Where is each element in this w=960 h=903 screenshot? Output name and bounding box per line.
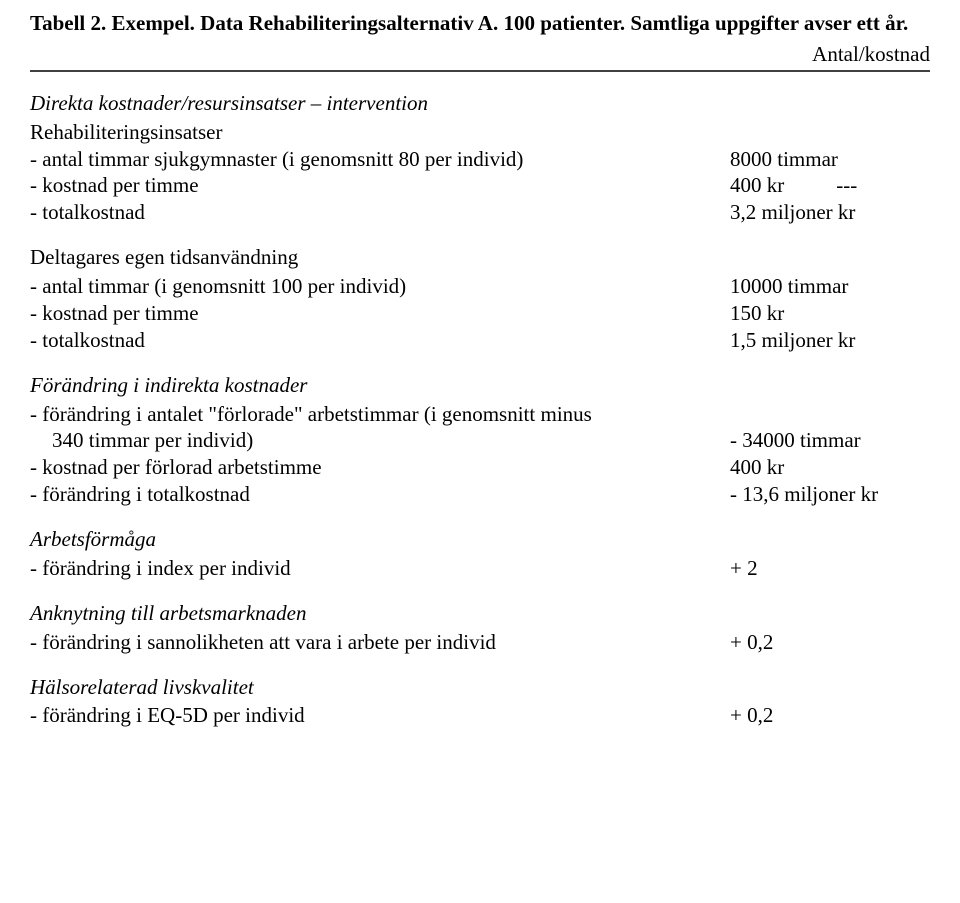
row-value: 400 kr [730,172,784,199]
row-value: 400 kr [730,454,930,481]
row-value: + 0,2 [730,702,930,729]
table-row: - förändring i antalet "förlorade" arbet… [30,401,930,428]
horizontal-rule [30,70,930,72]
table-row: 340 timmar per individ) - 34000 timmar [30,427,930,454]
row-value-group: 400 kr --- [730,172,930,199]
table-title: Tabell 2. Exempel. Data Rehabiliteringsa… [30,10,930,37]
section-heading: Anknytning till arbetsmarknaden [30,600,930,627]
row-label: - antal timmar sjukgymnaster (i genomsni… [30,146,730,173]
section-heading: Förändring i indirekta kostnader [30,372,930,399]
row-value: - 13,6 miljoner kr [730,481,930,508]
section-heading: Arbetsförmåga [30,526,930,553]
row-label: - förändring i EQ-5D per individ [30,702,730,729]
row-value: + 0,2 [730,629,930,656]
table-row: - förändring i sannolikheten att vara i … [30,629,930,656]
table-row: - kostnad per förlorad arbetstimme 400 k… [30,454,930,481]
table-row: - totalkostnad 1,5 miljoner kr [30,327,930,354]
row-value: 150 kr [730,300,930,327]
table-row: - förändring i totalkostnad - 13,6 miljo… [30,481,930,508]
row-label: - kostnad per timme [30,172,730,199]
row-value: 8000 timmar [730,146,930,173]
row-label: - totalkostnad [30,199,730,226]
section-subheading: Rehabiliteringsinsatser [30,119,930,146]
row-value: 10000 timmar [730,273,930,300]
table-row: - totalkostnad 3,2 miljoner kr [30,199,930,226]
document-page: Tabell 2. Exempel. Data Rehabiliteringsa… [0,0,960,759]
section-heading: Direkta kostnader/resursinsatser – inter… [30,90,930,117]
row-label: - förändring i antalet "förlorade" arbet… [30,401,730,428]
row-value-extra: --- [836,172,857,199]
row-label-continuation: 340 timmar per individ) [30,427,730,454]
row-value: - 34000 timmar [730,427,930,454]
column-header-value: Antal/kostnad [812,41,930,68]
table-row: - förändring i EQ-5D per individ + 0,2 [30,702,930,729]
table-row: - kostnad per timme 400 kr --- [30,172,930,199]
section-heading: Hälsorelaterad livskvalitet [30,674,930,701]
table-row: - förändring i index per individ + 2 [30,555,930,582]
section-heading: Deltagares egen tidsanvändning [30,244,930,271]
row-label: - förändring i totalkostnad [30,481,730,508]
row-value: + 2 [730,555,930,582]
table-row: - antal timmar (i genomsnitt 100 per ind… [30,273,930,300]
column-header-row: Antal/kostnad [30,41,930,68]
row-label: - förändring i sannolikheten att vara i … [30,629,730,656]
row-label: - förändring i index per individ [30,555,730,582]
table-row: - antal timmar sjukgymnaster (i genomsni… [30,146,930,173]
row-value: 1,5 miljoner kr [730,327,930,354]
row-label: - kostnad per förlorad arbetstimme [30,454,730,481]
table-row: - kostnad per timme 150 kr [30,300,930,327]
row-label: - kostnad per timme [30,300,730,327]
row-value: 3,2 miljoner kr [730,199,930,226]
row-label: - antal timmar (i genomsnitt 100 per ind… [30,273,730,300]
row-label: - totalkostnad [30,327,730,354]
